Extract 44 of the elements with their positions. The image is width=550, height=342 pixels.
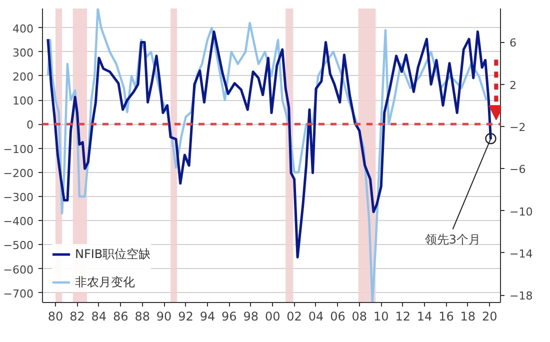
x-tick-label: 88 (134, 310, 150, 324)
x-tick-label: 92 (178, 310, 194, 324)
x-tick-label: 96 (222, 310, 237, 324)
x-tick-label: 04 (308, 310, 324, 324)
y-tick-label: −200 (3, 166, 34, 180)
x-tick-label: 20 (482, 310, 498, 324)
y-tick-label: 400 (12, 22, 34, 36)
y-tick-label: 100 (12, 94, 34, 108)
y-tick-label: −500 (3, 239, 34, 252)
y-tick-label: −600 (3, 263, 34, 276)
y2-tick-label: 6 (510, 36, 516, 50)
y2-tick-label: −6 (510, 163, 526, 176)
y-tick-label: −700 (3, 287, 34, 300)
y-tick-label: 200 (12, 70, 34, 84)
y2-tick-label: 2 (510, 78, 516, 92)
x-tick-label: 90 (156, 310, 172, 324)
y2-tick-label: −2 (510, 121, 526, 134)
x-tick-label: 08 (352, 310, 368, 324)
y-tick-label: −400 (3, 215, 34, 228)
legend-label: 非农月变化 (75, 274, 135, 290)
y-tick-label: 300 (12, 46, 34, 60)
x-tick-label: 14 (416, 310, 432, 324)
x-tick-label: 16 (438, 310, 454, 324)
y2-tick-label: −14 (510, 247, 533, 260)
y-tick-label: −300 (3, 190, 34, 204)
y2-tick-label: −10 (510, 205, 533, 218)
x-tick-label: 98 (243, 310, 259, 324)
x-tick-label: 94 (200, 310, 216, 324)
y2-tick-label: −18 (510, 290, 533, 303)
x-tick-label: 18 (460, 310, 476, 324)
x-tick-label: 80 (48, 310, 64, 324)
y-tick-label: 0 (26, 118, 34, 132)
x-tick-label: 84 (91, 310, 107, 324)
x-tick-label: 86 (113, 310, 128, 324)
x-tick-label: 10 (373, 310, 389, 324)
x-tick-label: 12 (395, 310, 410, 324)
annotation: 领先3个月 (424, 232, 481, 246)
legend-label: NFIB职位空缺 (75, 246, 151, 262)
x-tick-label: 00 (264, 310, 280, 324)
x-tick-label: 02 (286, 310, 302, 324)
line-series (46, 8, 488, 302)
y-tick-label: −100 (3, 142, 34, 156)
x-tick-label: 06 (330, 310, 346, 324)
x-tick-label: 82 (70, 310, 85, 324)
